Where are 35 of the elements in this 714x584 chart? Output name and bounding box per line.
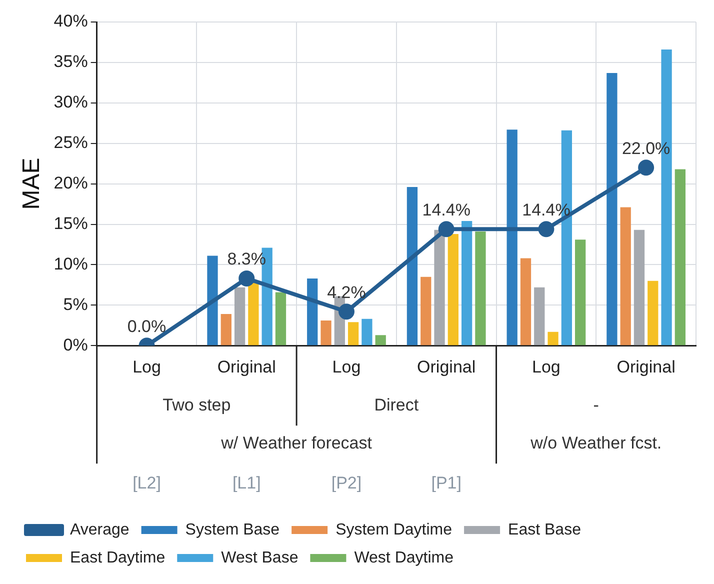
legend-label: Average	[70, 521, 130, 538]
y-tick-label: 0%	[63, 335, 88, 354]
legend-label: System Daytime	[336, 521, 452, 538]
y-axis-title: MAE	[18, 158, 46, 210]
y-tick-label: 35%	[54, 52, 88, 72]
y-tick-label: 20%	[54, 173, 88, 192]
text: [P2]	[331, 473, 362, 492]
data-label: 0.0%	[127, 316, 166, 336]
y-tick-label: 5%	[63, 294, 88, 314]
text: [L2]	[132, 473, 161, 492]
y-tick-label: 10%	[54, 254, 88, 274]
y-tick-label: 30%	[54, 92, 88, 112]
x-tick-label: Original	[217, 357, 276, 376]
legend-label: System Base	[185, 521, 280, 538]
text: [L1]	[232, 473, 261, 492]
legend-label: West Base	[221, 549, 298, 566]
data-label: 4.2%	[327, 282, 366, 302]
x-tick-label: Original	[417, 357, 476, 376]
x-tick-label: Log	[132, 357, 161, 376]
y-tick-label: 15%	[54, 214, 88, 233]
text: w/o Weather fcst.	[530, 433, 662, 452]
text: Direct	[374, 395, 419, 414]
data-label: 14.4%	[422, 200, 470, 220]
x-tick-label: Log	[332, 357, 361, 376]
legend-label: West Daytime	[354, 549, 454, 566]
y-tick-label: 40%	[54, 12, 88, 31]
x-tick-label: Original	[616, 357, 676, 376]
text: [P1]	[431, 473, 462, 492]
text: -	[593, 395, 599, 414]
legend-label: East Daytime	[70, 549, 166, 566]
legend-label: East Base	[508, 521, 582, 538]
y-tick-label: 25%	[54, 133, 88, 152]
text: w/ Weather forecast	[220, 433, 372, 452]
x-tick-label: Log	[532, 357, 560, 376]
text: Two step	[162, 395, 231, 414]
